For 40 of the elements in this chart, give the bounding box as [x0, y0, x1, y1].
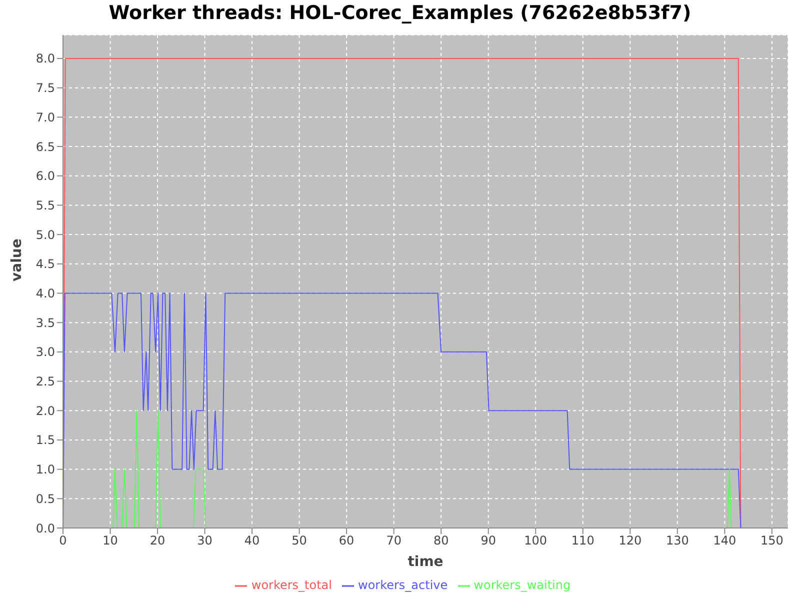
y-tick-label: 8.0	[36, 52, 55, 66]
y-tick-label: 0.0	[36, 521, 55, 536]
legend-label: workers_active	[358, 578, 448, 592]
x-tick-label: 40	[244, 534, 260, 548]
y-tick-label: 6.5	[36, 140, 55, 154]
y-tick-label: 2.0	[36, 404, 55, 418]
x-tick-label: 90	[480, 534, 496, 548]
line-series	[63, 292, 742, 528]
x-tick-label: 50	[292, 534, 307, 548]
y-tick-label: 6.0	[36, 169, 55, 184]
y-tick-label: 7.0	[36, 110, 55, 124]
x-axis-title: time	[408, 554, 444, 570]
legend-label: workers_waiting	[474, 578, 571, 592]
x-tick-label: 150	[760, 534, 784, 548]
x-tick-label: 110	[571, 534, 594, 548]
y-tick-label: 7.5	[36, 81, 55, 96]
y-tick-label: 0.5	[36, 492, 55, 506]
x-tick-label: 60	[338, 534, 354, 548]
x-tick-label: 30	[197, 534, 212, 548]
y-tick-label: 5.5	[36, 198, 55, 212]
y-tick-label: 2.5	[36, 374, 55, 389]
x-tick-label: 100	[524, 534, 548, 548]
chart-title: Worker threads: HOL-Corec_Examples (76262e8b53f7)	[108, 2, 692, 24]
y-tick-label: 3.0	[36, 345, 55, 360]
y-tick-label: 1.5	[36, 433, 55, 448]
x-tick-label: 10	[102, 534, 118, 548]
y-tick-label: 4.0	[36, 286, 55, 300]
y-axis-title: value	[8, 238, 25, 282]
x-tick-label: 70	[386, 534, 402, 548]
y-tick-label: 1.0	[36, 462, 55, 477]
legend-label: workers_total	[251, 578, 332, 592]
x-tick-label: 120	[618, 534, 642, 548]
y-tick-label: 4.5	[36, 257, 55, 272]
x-tick-label: 140	[713, 534, 736, 548]
x-tick-label: 80	[433, 534, 449, 548]
x-tick-label: 130	[666, 534, 689, 548]
y-tick-label: 5.0	[36, 228, 55, 242]
x-tick-label: 0	[59, 534, 67, 548]
y-tick-label: 3.5	[36, 316, 55, 330]
x-tick-label: 20	[150, 534, 166, 548]
